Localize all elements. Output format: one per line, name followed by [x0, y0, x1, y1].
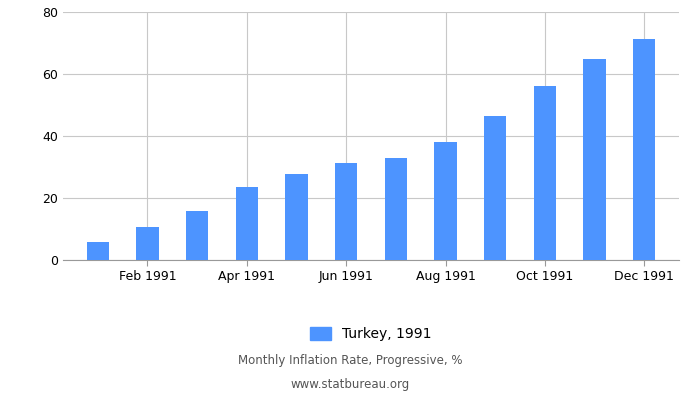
Bar	[385, 158, 407, 260]
Bar	[484, 116, 506, 260]
Bar	[434, 142, 456, 260]
Bar	[87, 242, 109, 260]
Bar	[236, 187, 258, 260]
Bar	[186, 211, 209, 260]
Bar	[583, 60, 606, 260]
Bar	[136, 226, 159, 260]
Text: www.statbureau.org: www.statbureau.org	[290, 378, 410, 391]
Bar	[633, 39, 655, 260]
Text: Monthly Inflation Rate, Progressive, %: Monthly Inflation Rate, Progressive, %	[238, 354, 462, 367]
Legend: Turkey, 1991: Turkey, 1991	[304, 322, 438, 347]
Bar	[286, 174, 308, 260]
Bar	[335, 163, 357, 260]
Bar	[533, 86, 556, 260]
